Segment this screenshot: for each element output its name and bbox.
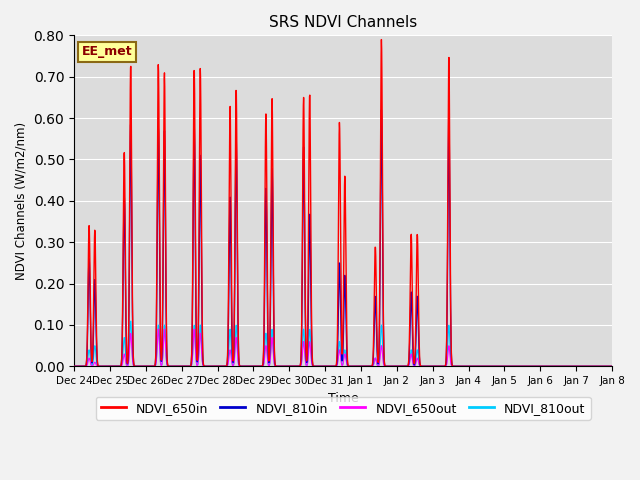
NDVI_810in — [593, 363, 600, 369]
NDVI_810out — [593, 363, 600, 369]
Legend: NDVI_650in, NDVI_810in, NDVI_650out, NDVI_810out: NDVI_650in, NDVI_810in, NDVI_650out, NDV… — [95, 396, 591, 420]
NDVI_650in — [70, 363, 78, 369]
NDVI_810in — [70, 363, 78, 369]
NDVI_650out — [332, 363, 340, 369]
NDVI_650out — [161, 326, 168, 332]
Title: SRS NDVI Channels: SRS NDVI Channels — [269, 15, 417, 30]
Text: EE_met: EE_met — [82, 45, 132, 58]
Y-axis label: NDVI Channels (W/m2/nm): NDVI Channels (W/m2/nm) — [15, 122, 28, 280]
NDVI_650in — [332, 363, 339, 369]
NDVI_650in — [593, 363, 601, 369]
NDVI_810in — [608, 363, 616, 369]
NDVI_810out — [127, 318, 134, 324]
NDVI_810in — [593, 363, 601, 369]
X-axis label: Time: Time — [328, 392, 358, 405]
NDVI_650in — [98, 363, 106, 369]
NDVI_810out — [484, 363, 492, 369]
NDVI_810in — [484, 363, 492, 369]
NDVI_650in — [494, 363, 502, 369]
NDVI_810out — [98, 363, 106, 369]
NDVI_650in — [608, 363, 616, 369]
Line: NDVI_650out: NDVI_650out — [74, 329, 612, 366]
NDVI_650out — [98, 363, 106, 369]
Line: NDVI_810in: NDVI_810in — [74, 110, 612, 366]
NDVI_650out — [484, 363, 492, 369]
NDVI_810out — [70, 363, 78, 369]
NDVI_650out — [593, 363, 601, 369]
NDVI_810out — [318, 363, 326, 369]
NDVI_650out — [70, 363, 78, 369]
NDVI_650out — [608, 363, 616, 369]
NDVI_810out — [494, 363, 502, 369]
NDVI_810in — [494, 363, 502, 369]
NDVI_810out — [593, 363, 601, 369]
Line: NDVI_810out: NDVI_810out — [74, 321, 612, 366]
NDVI_810in — [98, 363, 106, 369]
NDVI_810in — [332, 363, 339, 369]
NDVI_650out — [593, 363, 600, 369]
NDVI_810in — [378, 107, 385, 113]
Line: NDVI_650in: NDVI_650in — [74, 39, 612, 366]
NDVI_810in — [317, 363, 325, 369]
NDVI_650in — [484, 363, 492, 369]
NDVI_650out — [494, 363, 502, 369]
NDVI_650out — [318, 363, 326, 369]
NDVI_650in — [317, 363, 325, 369]
NDVI_810out — [608, 363, 616, 369]
NDVI_810out — [332, 363, 340, 369]
NDVI_650in — [593, 363, 600, 369]
NDVI_650in — [378, 36, 385, 42]
